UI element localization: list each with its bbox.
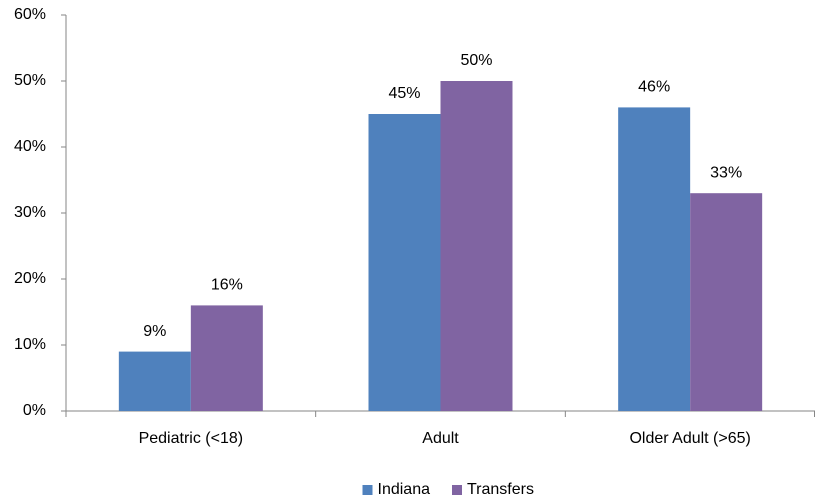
y-tick-label: 0%: [23, 402, 46, 419]
value-label: 9%: [143, 323, 166, 340]
y-tick-label: 60%: [14, 6, 46, 23]
value-label: 46%: [638, 79, 670, 96]
bar: [690, 193, 763, 411]
bar: [440, 81, 513, 411]
x-tick-label: Adult: [422, 430, 459, 447]
legend-swatch: [452, 485, 462, 495]
x-tick-label: Older Adult (>65): [629, 430, 750, 447]
legend-swatch: [362, 485, 373, 495]
y-tick-label: 40%: [14, 138, 46, 155]
y-tick-label: 50%: [14, 72, 46, 89]
bar: [618, 107, 691, 412]
y-tick-label: 20%: [14, 270, 46, 287]
bar: [118, 351, 191, 411]
value-label: 33%: [710, 164, 742, 181]
x-tick-label: Pediatric (<18): [139, 430, 244, 447]
bar: [190, 305, 263, 411]
legend-label: Indiana: [378, 481, 431, 498]
value-label: 45%: [388, 85, 420, 102]
value-label: 16%: [211, 277, 243, 294]
y-tick-label: 10%: [14, 336, 46, 353]
legend-label: Transfers: [467, 481, 534, 498]
value-label: 50%: [460, 52, 492, 69]
bar: [368, 114, 441, 411]
y-tick-label: 30%: [14, 204, 46, 221]
